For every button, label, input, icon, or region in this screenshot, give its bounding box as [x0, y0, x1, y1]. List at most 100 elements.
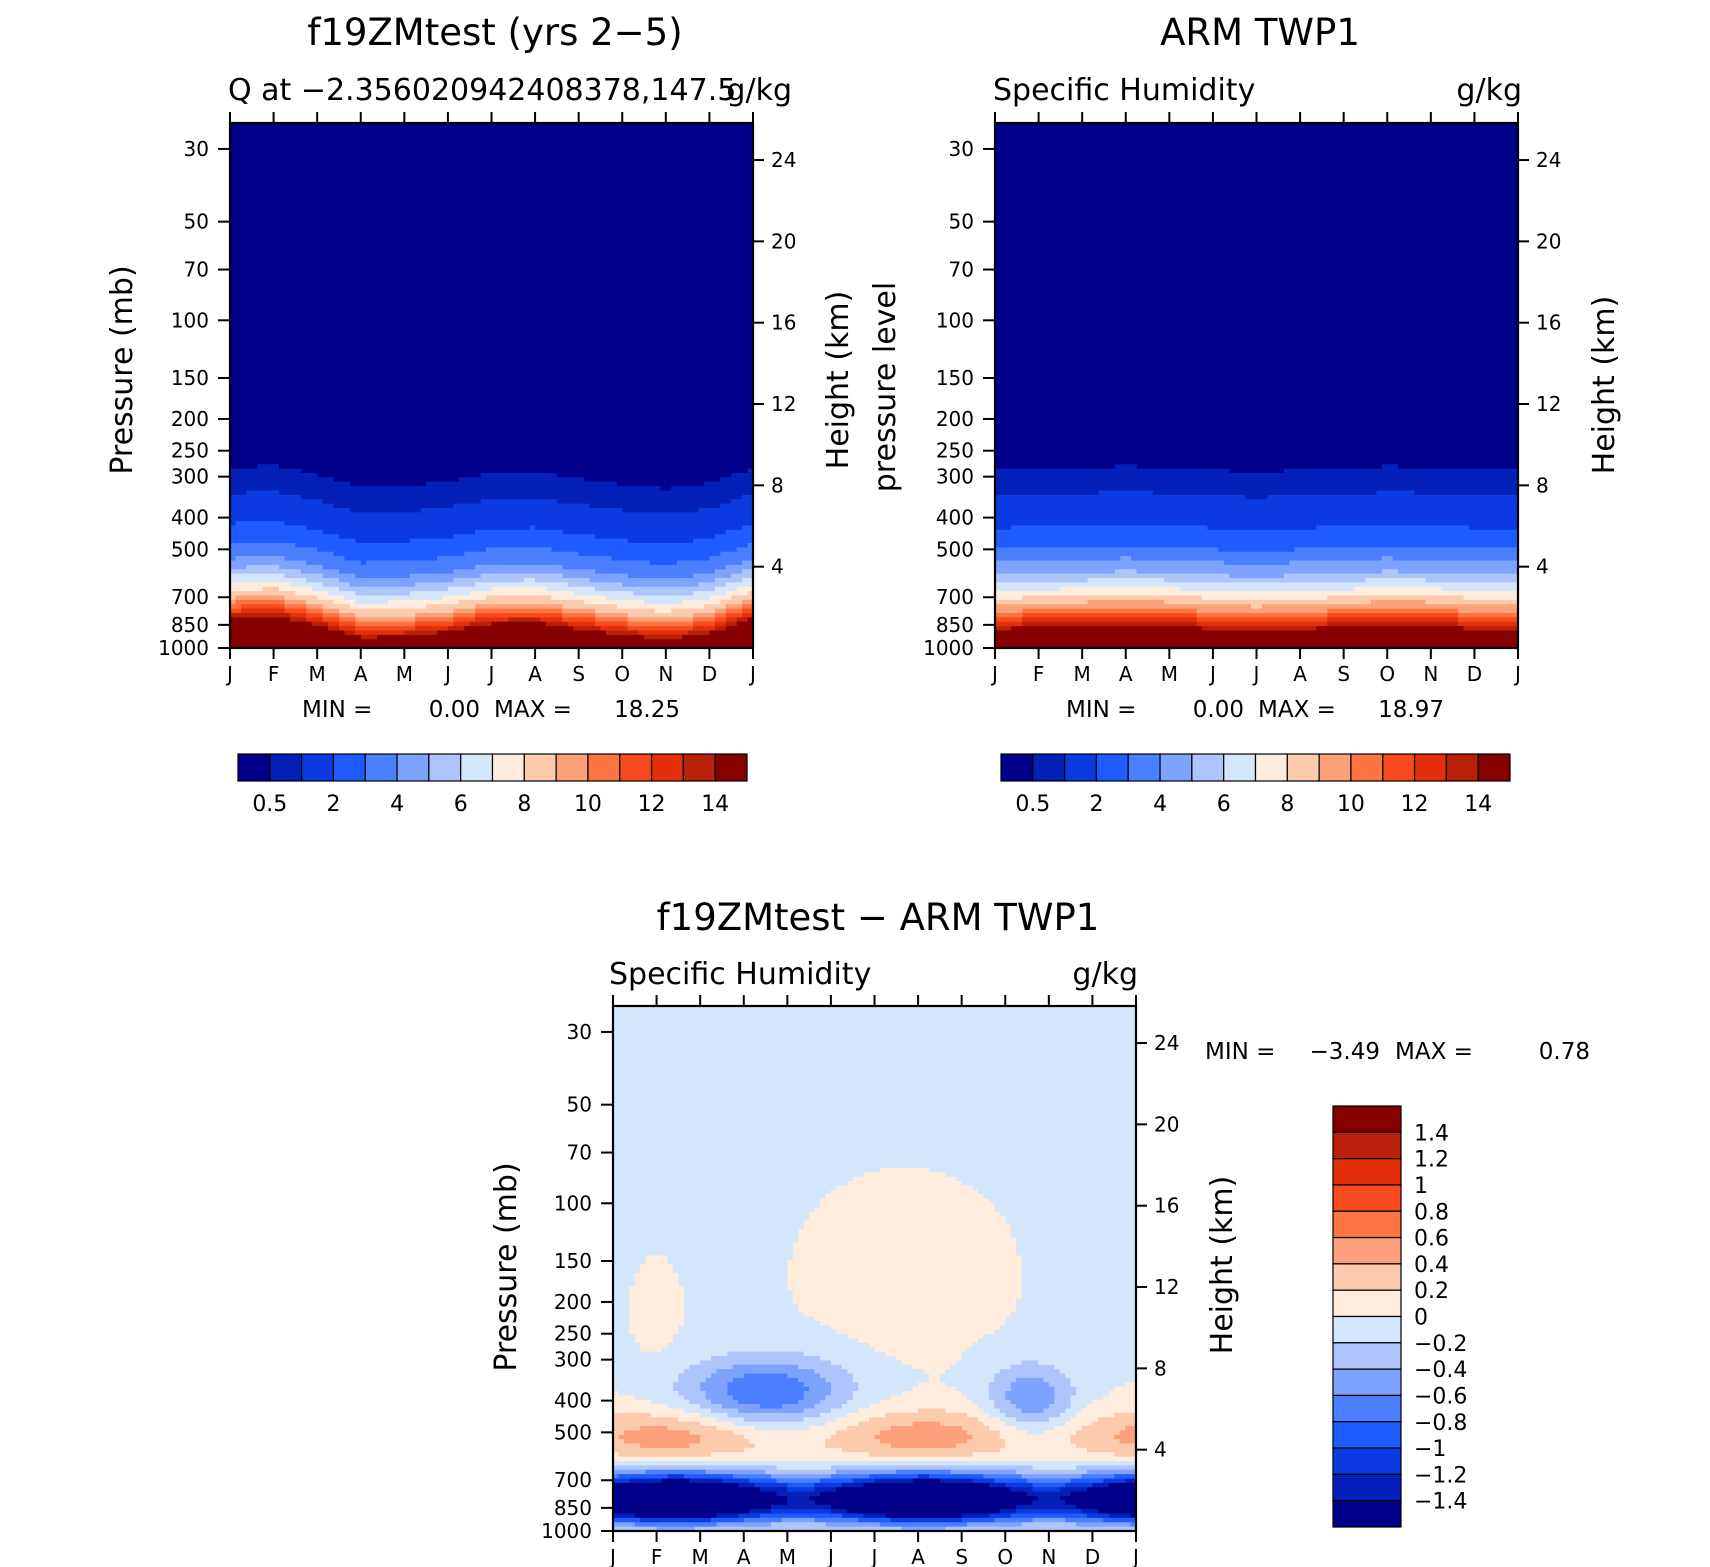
field-cell: [995, 455, 1519, 461]
field-cell: [945, 1369, 1001, 1375]
field-cell: [613, 1150, 1137, 1156]
field-cell: [667, 1426, 718, 1431]
field-cell: [344, 556, 438, 562]
field-cell: [820, 1478, 854, 1484]
field-cell: [1087, 578, 1165, 583]
field-cell: [825, 1522, 881, 1528]
field-cell: [613, 1421, 701, 1427]
field-cell: [230, 245, 754, 251]
field-cell: [1202, 595, 1328, 601]
field-cell: [678, 1391, 707, 1396]
x-tick-label: J: [443, 662, 451, 686]
field-cell: [230, 630, 346, 636]
field-cell: [995, 263, 1519, 268]
field-cell: [967, 1395, 990, 1401]
field-cell: [556, 499, 732, 505]
field-cell: [1365, 578, 1426, 583]
field-cell: [858, 1421, 914, 1427]
x-tick-label: J: [1131, 1545, 1139, 1567]
field-cell: [961, 1517, 995, 1523]
field-cell: [809, 1496, 1039, 1501]
field-cell: [995, 166, 1519, 172]
field-cell: [613, 1207, 816, 1213]
field-cell: [284, 608, 307, 614]
field-cell: [634, 1522, 718, 1528]
y2-tick-label: 4: [1536, 555, 1549, 579]
field-cell: [545, 621, 569, 627]
field-cell: [1022, 617, 1198, 623]
field-cell: [230, 219, 754, 225]
field-cell: [605, 595, 711, 601]
field-cell: [995, 206, 1519, 212]
field-cell: [836, 1417, 870, 1423]
field-cell: [961, 1356, 1137, 1361]
field-cell: [453, 569, 596, 575]
field-cell: [562, 613, 596, 618]
field-cell: [235, 521, 286, 527]
x-tick-label: A: [1119, 662, 1133, 686]
field-cell: [1037, 1360, 1137, 1366]
field-cell: [1283, 573, 1519, 579]
field-cell: [667, 1404, 701, 1410]
field-cell: [629, 1329, 679, 1335]
field-cell: [885, 1412, 968, 1418]
field-cell: [613, 1369, 685, 1375]
field-cell: [426, 604, 476, 610]
field-cell: [415, 626, 449, 632]
field-cell: [1125, 1382, 1137, 1388]
x-tick-label: S: [572, 662, 585, 686]
field-cell: [230, 271, 754, 277]
field-cell: [1251, 604, 1263, 610]
field-cell: [613, 1229, 799, 1235]
field-cell: [912, 1421, 941, 1427]
field-cell: [725, 617, 738, 623]
field-cell: [776, 1491, 821, 1497]
field-cell: [809, 1386, 832, 1392]
field-cell: [613, 1517, 641, 1523]
field-cell: [613, 1290, 630, 1296]
field-cell: [633, 591, 694, 597]
field-cell: [605, 630, 640, 636]
field-cell: [995, 621, 1023, 627]
field-cell: [634, 1338, 674, 1344]
field-cell: [230, 210, 754, 216]
field-cell: [230, 324, 754, 330]
colorbar-swatch: [555, 753, 589, 782]
field-cell: [1354, 586, 1443, 592]
field-cell: [230, 206, 754, 212]
field-cell: [629, 1316, 685, 1322]
field-cell: [950, 1364, 1012, 1370]
field-cell: [760, 1404, 783, 1410]
y2-tick-label: 4: [771, 555, 784, 579]
field-cell: [814, 1517, 859, 1523]
field-cell: [1010, 1513, 1088, 1519]
field-cell: [322, 564, 476, 570]
field-cell: [694, 1526, 903, 1532]
field-cell: [1010, 1399, 1055, 1405]
x-tick-label: M: [396, 662, 413, 686]
colorbar-label: 4: [1153, 792, 1167, 817]
field-cell: [613, 1281, 636, 1287]
colorbar-swatch: [1332, 1210, 1402, 1239]
field-cell: [852, 1373, 930, 1379]
field-cell: [738, 1513, 761, 1519]
colorbar-label: 4: [390, 792, 404, 817]
colorbar-swatch: [1032, 753, 1066, 782]
colorbar-label: 1.2: [1414, 1148, 1449, 1173]
field-cell: [613, 1325, 630, 1331]
field-cell: [333, 599, 356, 605]
field-cell: [230, 341, 754, 347]
field-cell: [1245, 494, 1268, 500]
panel-obs-min-label: MIN =: [1066, 697, 1136, 723]
field-cell: [475, 582, 569, 588]
field-cell: [830, 1509, 848, 1515]
field-cell: [781, 1517, 816, 1523]
colorbar-swatch: [1350, 753, 1384, 782]
field-cell: [230, 591, 296, 597]
field-cell: [535, 525, 743, 531]
field-cell: [732, 1395, 805, 1401]
field-cell: [705, 1391, 728, 1396]
field-cell: [1381, 569, 1399, 575]
field-cell: [622, 582, 700, 588]
field-cell: [874, 1347, 968, 1353]
